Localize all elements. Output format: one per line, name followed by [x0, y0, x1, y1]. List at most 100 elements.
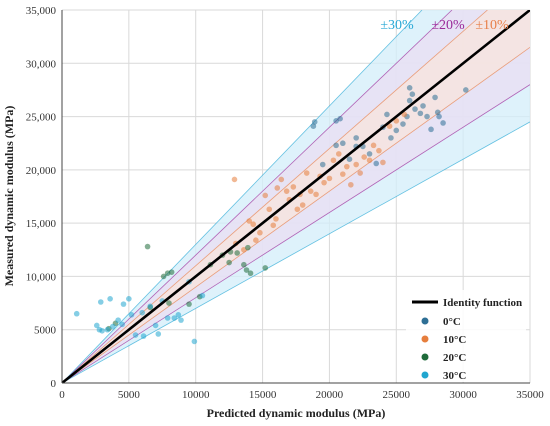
y-tick-label: 10,000: [26, 271, 57, 283]
data-point-10CC: [273, 216, 279, 222]
data-point-0CC: [388, 135, 394, 141]
data-point-10CC: [326, 175, 333, 182]
data-point-10CC: [262, 192, 269, 199]
data-point-10CC: [283, 188, 290, 194]
band-labels: ±30% ±20% ±10%: [380, 18, 509, 33]
data-point-10CC: [393, 118, 400, 124]
x-tick-label: 35000: [516, 389, 544, 401]
identity-line: [62, 10, 530, 383]
data-point-0CC: [432, 94, 438, 101]
data-point-30CC: [178, 317, 184, 323]
band-label-2: ±10%: [475, 18, 509, 33]
data-point-20CC: [226, 259, 232, 266]
data-point-10CC: [278, 176, 285, 183]
data-point-10CC: [231, 176, 238, 183]
data-point-30CC: [93, 322, 100, 329]
data-point-0CC: [310, 123, 317, 129]
data-point-30CC: [97, 299, 104, 305]
data-point-0CC: [319, 161, 326, 168]
data-point-30CC: [99, 327, 105, 334]
data-point-30CC: [128, 311, 135, 318]
data-point-30CC: [126, 296, 132, 302]
data-point-10CC: [266, 206, 273, 213]
data-point-30CC: [140, 333, 147, 339]
data-point-10CC: [330, 157, 337, 164]
legend-swatch-2: [421, 353, 429, 361]
data-point-10CC: [313, 191, 319, 198]
data-point-20CC: [243, 267, 250, 273]
legend-series: 0°C 10°C 20°C 30°C: [421, 316, 466, 382]
data-point-0CC: [409, 91, 416, 97]
data-point-10CC: [246, 218, 252, 224]
data-point-20CC: [241, 261, 247, 268]
legend-swatch-0: [421, 317, 429, 325]
data-point-10CC: [321, 179, 327, 186]
data-point-30CC: [119, 321, 125, 328]
axes: [61, 10, 530, 384]
data-point-20CC: [247, 270, 254, 277]
data-point-30CC: [110, 323, 116, 330]
y-tick-label: 35,000: [26, 5, 57, 17]
data-point-20CC: [168, 269, 175, 275]
y-axis-title: Measured dynamic modulus (MPa): [2, 106, 16, 287]
data-point-30CC: [73, 310, 80, 317]
legend-swatch-3: [421, 371, 429, 379]
data-point-20CC: [234, 250, 240, 256]
data-point-10CC: [361, 154, 367, 160]
band-lower-line-2: [62, 46, 530, 383]
data-point-0CC: [311, 119, 318, 125]
data-point-10CC: [253, 237, 259, 243]
band-upper-line-1: [62, 10, 453, 383]
data-point-10CC: [401, 111, 408, 118]
data-point-10CC: [270, 222, 277, 229]
data-point-0CC: [406, 84, 413, 91]
data-point-30CC: [164, 315, 171, 321]
x-tick-label: 5000: [118, 389, 141, 401]
data-point-0CC: [337, 115, 343, 122]
data-point-0CC: [434, 109, 441, 116]
data-point-20CC: [186, 301, 192, 307]
data-point-30CC: [104, 326, 111, 333]
data-point-20CC: [262, 265, 269, 271]
band-upper-line-2: [62, 10, 488, 383]
data-point-0CC: [340, 140, 346, 147]
x-tick-label: 30000: [449, 389, 477, 401]
data-point-0CC: [440, 120, 446, 126]
data-point-0CC: [420, 103, 426, 109]
data-point-10CC: [386, 123, 393, 129]
legend-label-0: 0°C: [443, 316, 461, 328]
data-point-0CC: [417, 110, 424, 117]
data-point-10CC: [357, 170, 363, 176]
data-point-10CC: [353, 161, 359, 168]
data-point-10CC: [290, 184, 297, 190]
x-tick-label: 25000: [383, 389, 411, 401]
data-point-10CC: [294, 206, 301, 213]
data-point-10CC: [370, 142, 377, 149]
x-axis-title: Predicted dynamic modulus (MPa): [207, 406, 386, 420]
x-tick-label: 0: [59, 389, 65, 401]
data-point-0CC: [373, 160, 380, 167]
data-point-20CC: [144, 243, 151, 250]
data-point-0CC: [436, 113, 442, 120]
identity-line-layer: [62, 10, 530, 383]
data-point-10CC: [348, 181, 354, 188]
legend-label-3: 30°C: [443, 370, 466, 382]
data-point-20CC: [245, 244, 251, 251]
data-point-30CC: [171, 315, 178, 321]
data-point-0CC: [424, 113, 430, 120]
legend-swatch-1: [421, 335, 429, 343]
data-point-0CC: [384, 111, 390, 118]
y-tick-label: 5000: [34, 325, 57, 337]
y-tick-label: 30,000: [26, 58, 57, 70]
y-tick-label: 0: [51, 378, 57, 390]
band-lower-line-1: [62, 84, 530, 383]
data-point-30CC: [155, 331, 162, 337]
data-point-20CC: [166, 300, 172, 306]
x-tick-label: 20000: [316, 389, 344, 401]
data-point-10CC: [376, 147, 382, 154]
data-point-10CC: [380, 159, 386, 166]
band-lower-line-0: [62, 121, 530, 383]
y-tick-label: 20,000: [26, 165, 57, 177]
data-point-30CC: [139, 309, 146, 316]
data-point-10CC: [299, 202, 306, 208]
